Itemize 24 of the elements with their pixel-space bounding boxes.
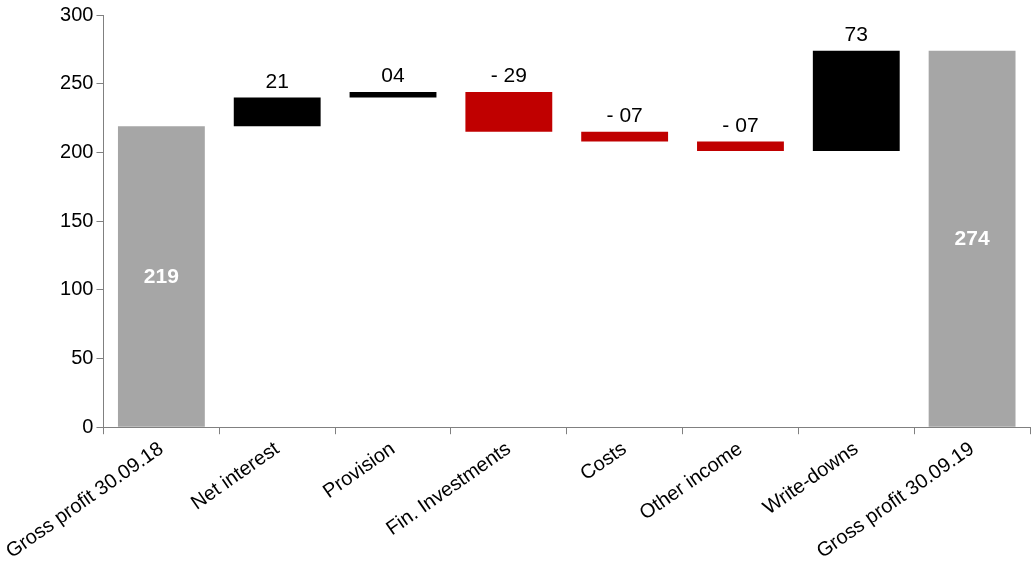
data-label: - 07 (606, 103, 643, 127)
data-label: 219 (143, 263, 179, 287)
bar (349, 91, 437, 98)
bar (928, 50, 1016, 427)
y-tick-label: 300 (60, 2, 94, 25)
y-tick-label: 200 (60, 139, 94, 162)
data-label: 04 (381, 63, 406, 87)
bar (697, 141, 784, 152)
data-label: - 29 (490, 63, 527, 87)
bar (465, 91, 553, 132)
y-tick-label: 50 (71, 346, 94, 369)
data-label: 274 (954, 225, 990, 249)
y-tick-label: 150 (60, 208, 94, 231)
data-label: - 07 (722, 112, 759, 136)
bar (233, 97, 321, 127)
x-tick-label: Costs (575, 436, 631, 485)
y-tick-label: 0 (82, 414, 94, 437)
data-label: 21 (265, 68, 289, 92)
bar (117, 126, 205, 427)
bar (581, 131, 669, 142)
bar (812, 50, 900, 152)
data-label: 73 (844, 22, 868, 46)
y-tick-label: 250 (60, 71, 94, 94)
y-tick-label: 100 (60, 277, 94, 300)
